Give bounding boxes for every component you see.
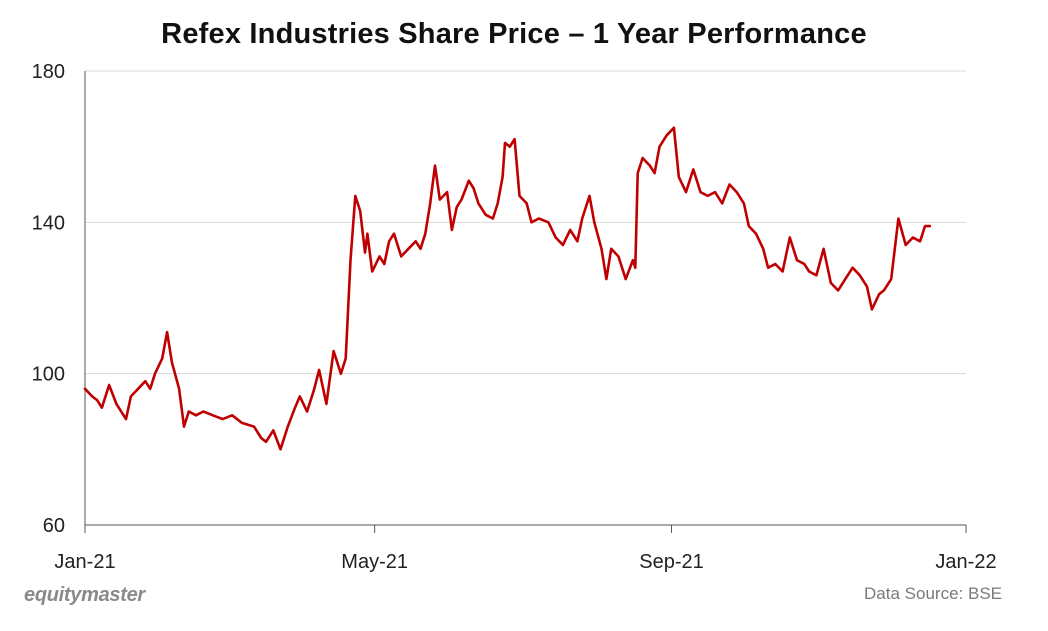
- series-layer: [83, 126, 932, 451]
- data-source-note: Data Source: BSE: [864, 584, 1002, 603]
- x-tick-label: May-21: [341, 551, 408, 573]
- share-price-line: [83, 126, 932, 451]
- y-tick-label: 180: [32, 61, 65, 83]
- gridlines: [85, 70, 966, 375]
- chart-title: Refex Industries Share Price – 1 Year Pe…: [161, 18, 867, 50]
- x-tick-label: Jan-22: [935, 551, 996, 573]
- y-tick-label: 60: [43, 515, 65, 537]
- x-tick-label: Sep-21: [639, 551, 704, 573]
- y-tick-label: 100: [32, 364, 65, 386]
- equitymaster-logo: equitymaster: [24, 584, 145, 606]
- y-tick-label: 140: [32, 212, 65, 234]
- axes: 60 100 140 180 Jan-21 May-21 Sep-21 Jan-22: [32, 61, 997, 573]
- x-tick-label: Jan-21: [54, 551, 115, 573]
